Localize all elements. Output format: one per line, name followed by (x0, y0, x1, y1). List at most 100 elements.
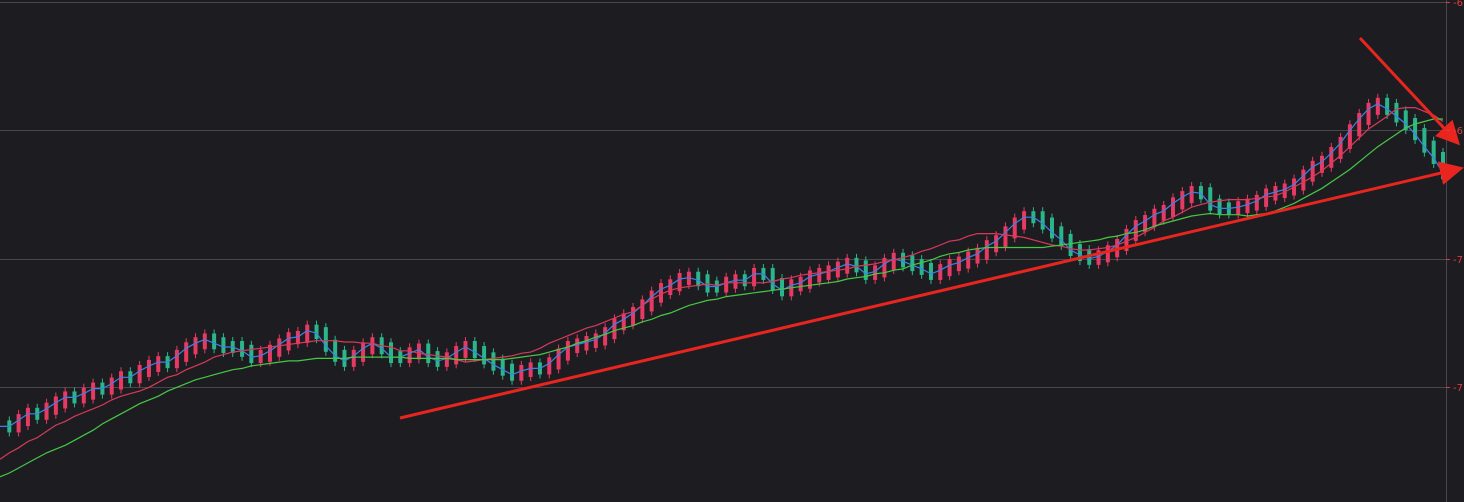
candle-body (547, 357, 552, 375)
candle-body (556, 348, 561, 370)
candle-body (221, 337, 226, 354)
candle-body (807, 270, 812, 289)
candle-body (817, 267, 822, 283)
axis-tick-label-1: -6 (1453, 126, 1463, 137)
candle-body (994, 235, 999, 253)
candle-body (724, 276, 729, 293)
candle-body (25, 407, 30, 427)
candle-body (240, 341, 245, 357)
candle-body (603, 327, 608, 346)
candle-body (119, 371, 124, 390)
candle-body (1003, 226, 1008, 248)
candle-body (323, 327, 328, 352)
axis-tick-label-2: -7 (1453, 255, 1463, 266)
candle-body (212, 333, 217, 350)
candle-body (1441, 152, 1445, 180)
candle-body (1217, 198, 1222, 215)
candle-body (956, 256, 961, 272)
candle-body (295, 330, 300, 345)
candle-body (640, 299, 645, 319)
candle-body (1105, 245, 1110, 263)
candle-body (1385, 97, 1390, 115)
candle-body (593, 333, 598, 348)
candle-body (733, 274, 738, 289)
candle-body (1077, 244, 1082, 262)
candle-body (491, 352, 496, 371)
candle-body (1422, 128, 1427, 153)
candle-body (1161, 204, 1166, 221)
candle-body (910, 255, 915, 272)
candle-body (798, 276, 803, 292)
candle-body (649, 290, 654, 312)
candle-body (53, 396, 58, 415)
candle-body (1245, 198, 1250, 214)
candle-body (668, 279, 673, 296)
candle-body (1403, 110, 1408, 130)
candle-body (1198, 186, 1203, 200)
candle-body (361, 342, 366, 362)
candle-body (584, 335, 589, 351)
ma-fast-line (0, 103, 1444, 427)
candle-body (267, 344, 272, 362)
candle-body (780, 278, 785, 297)
candle-body (891, 252, 896, 270)
candle-body (137, 364, 142, 384)
candle-body (575, 338, 580, 354)
candle-body (277, 338, 282, 357)
candle-body (696, 271, 701, 287)
candle-body (1133, 220, 1138, 241)
candle-body (202, 333, 207, 350)
candle-body (845, 257, 850, 274)
candle-body (444, 352, 449, 367)
candle-body (1301, 169, 1306, 191)
candle-body (1124, 228, 1129, 251)
axis-tick-label-0: -6 (1453, 0, 1463, 9)
candle-body (947, 259, 952, 277)
candle-body (510, 363, 515, 381)
candle-body (1049, 217, 1054, 239)
candle-body (984, 240, 989, 260)
candle-body (1347, 124, 1352, 149)
candle-body (612, 318, 617, 340)
candle-body (1357, 112, 1362, 137)
candle-body (389, 342, 394, 364)
trend-arrows (399, 36, 1464, 420)
candle-body (370, 337, 375, 355)
candle-body (1431, 140, 1436, 165)
candle-body (416, 343, 421, 360)
candle-body (1208, 187, 1213, 211)
candle-body (258, 349, 263, 364)
candle-body (81, 387, 86, 404)
candle-body (863, 260, 868, 280)
candle-body (1338, 136, 1343, 159)
candle-body (184, 342, 189, 362)
candle-body (1059, 226, 1064, 246)
candle-body (770, 267, 775, 291)
candle-body (705, 274, 710, 293)
candle-body (621, 313, 626, 331)
candle-body (286, 332, 291, 351)
candle-body (1022, 211, 1027, 230)
candle-body (752, 267, 757, 287)
candle-body (249, 344, 254, 364)
candle-body (1180, 191, 1185, 210)
candle-body (109, 377, 114, 395)
candle-body (1264, 188, 1269, 207)
candle-body (63, 391, 68, 409)
candle-body (454, 346, 459, 365)
downtrend-arrow (1358, 36, 1461, 146)
price-axis[interactable]: -6 -6 -7 -7 (1446, 0, 1463, 394)
candle-body (919, 259, 924, 275)
axis-tick-label-3: -7 (1453, 383, 1463, 394)
candle-body (1375, 97, 1380, 115)
candle-body (966, 251, 971, 269)
candle-body (146, 359, 151, 377)
candle-body (351, 349, 356, 367)
candle-body (565, 341, 570, 361)
candle-body (426, 343, 431, 364)
ma-mid-line (0, 106, 1444, 460)
candle-body (44, 402, 49, 420)
